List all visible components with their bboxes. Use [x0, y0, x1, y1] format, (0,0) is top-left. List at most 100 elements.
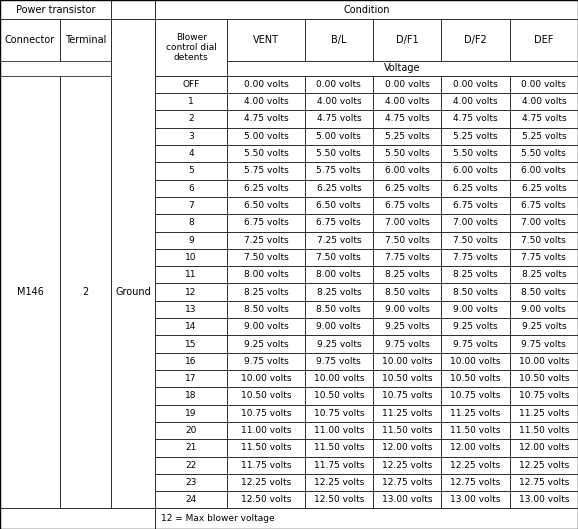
Bar: [373, 474, 442, 491]
Bar: [510, 491, 578, 508]
Text: 12.25 volts: 12.25 volts: [382, 461, 432, 470]
Text: 0.00 volts: 0.00 volts: [243, 80, 288, 89]
Text: 7.75 volts: 7.75 volts: [521, 253, 566, 262]
Text: 7.50 volts: 7.50 volts: [317, 253, 361, 262]
Bar: [155, 197, 227, 214]
Text: 8.00 volts: 8.00 volts: [243, 270, 288, 279]
Text: 4.00 volts: 4.00 volts: [243, 97, 288, 106]
Bar: [155, 318, 227, 335]
Bar: [111, 20, 155, 61]
Bar: [442, 301, 510, 318]
Bar: [155, 266, 227, 284]
Bar: [373, 127, 442, 145]
Bar: [442, 370, 510, 387]
Bar: [510, 111, 578, 127]
Text: 10.75 volts: 10.75 volts: [450, 391, 501, 400]
Text: 4: 4: [188, 149, 194, 158]
Text: 7.50 volts: 7.50 volts: [243, 253, 288, 262]
Bar: [305, 405, 373, 422]
Text: 11.00 volts: 11.00 volts: [240, 426, 291, 435]
Bar: [305, 93, 373, 111]
Text: 10.75 volts: 10.75 volts: [518, 391, 569, 400]
Text: 4.75 volts: 4.75 volts: [521, 114, 566, 123]
Bar: [373, 422, 442, 439]
Text: 9.75 volts: 9.75 volts: [521, 340, 566, 349]
Text: Connector: Connector: [5, 35, 55, 45]
Text: 6.25 volts: 6.25 volts: [317, 184, 361, 193]
Bar: [305, 249, 373, 266]
Text: 11.50 volts: 11.50 volts: [382, 426, 432, 435]
Text: 10.00 volts: 10.00 volts: [240, 374, 291, 383]
Text: 11.25 volts: 11.25 volts: [518, 409, 569, 418]
Bar: [227, 370, 305, 387]
Bar: [373, 145, 442, 162]
Text: 9.00 volts: 9.00 volts: [385, 305, 429, 314]
Bar: [155, 422, 227, 439]
Bar: [373, 111, 442, 127]
Text: 5.75 volts: 5.75 volts: [317, 167, 361, 176]
Text: 15: 15: [186, 340, 197, 349]
Text: 6.75 volts: 6.75 volts: [317, 218, 361, 227]
Bar: [373, 214, 442, 232]
Text: 8: 8: [188, 218, 194, 227]
Text: 9.00 volts: 9.00 volts: [243, 322, 288, 331]
Text: 0.00 volts: 0.00 volts: [317, 80, 361, 89]
Bar: [442, 197, 510, 214]
Text: 12.00 volts: 12.00 volts: [382, 443, 432, 452]
Bar: [442, 162, 510, 179]
Text: 9.00 volts: 9.00 volts: [317, 322, 361, 331]
Text: 9.25 volts: 9.25 volts: [453, 322, 498, 331]
Bar: [442, 387, 510, 405]
Text: 6.75 volts: 6.75 volts: [521, 201, 566, 210]
Text: 6.75 volts: 6.75 volts: [453, 201, 498, 210]
Text: 7.50 volts: 7.50 volts: [521, 235, 566, 244]
Bar: [442, 214, 510, 232]
Bar: [442, 318, 510, 335]
Bar: [442, 266, 510, 284]
Text: 10.75 volts: 10.75 volts: [240, 409, 291, 418]
Text: 7.25 volts: 7.25 volts: [317, 235, 361, 244]
Text: 20: 20: [186, 426, 197, 435]
Bar: [373, 76, 442, 93]
Text: 10.75 volts: 10.75 volts: [382, 391, 432, 400]
Bar: [442, 20, 510, 61]
Bar: [227, 335, 305, 353]
Text: D/F1: D/F1: [396, 35, 418, 45]
Text: 8.00 volts: 8.00 volts: [317, 270, 361, 279]
Bar: [305, 214, 373, 232]
Text: 12 = Max blower voltage: 12 = Max blower voltage: [161, 514, 275, 523]
Bar: [155, 335, 227, 353]
Bar: [155, 491, 227, 508]
Bar: [442, 111, 510, 127]
Bar: [227, 405, 305, 422]
Text: 9.00 volts: 9.00 volts: [453, 305, 498, 314]
Text: 10.00 volts: 10.00 volts: [382, 357, 432, 366]
Text: 11.50 volts: 11.50 volts: [314, 443, 364, 452]
Text: 10.00 volts: 10.00 volts: [450, 357, 501, 366]
Bar: [227, 20, 305, 61]
Text: M146: M146: [17, 287, 43, 297]
Text: 4.75 volts: 4.75 volts: [243, 114, 288, 123]
Bar: [305, 284, 373, 301]
Bar: [442, 179, 510, 197]
Text: 12.25 volts: 12.25 volts: [314, 478, 364, 487]
Bar: [510, 145, 578, 162]
Bar: [155, 457, 227, 474]
Bar: [305, 353, 373, 370]
Bar: [227, 76, 305, 93]
Text: 13: 13: [186, 305, 197, 314]
Bar: [510, 318, 578, 335]
Bar: [305, 179, 373, 197]
Text: 6.25 volts: 6.25 volts: [521, 184, 566, 193]
Text: 5.00 volts: 5.00 volts: [317, 132, 361, 141]
Bar: [442, 127, 510, 145]
Bar: [510, 387, 578, 405]
Bar: [373, 284, 442, 301]
Text: 13.00 volts: 13.00 volts: [382, 495, 432, 504]
Text: Terminal: Terminal: [65, 35, 106, 45]
Text: 18: 18: [186, 391, 197, 400]
Bar: [373, 405, 442, 422]
Bar: [305, 162, 373, 179]
Bar: [373, 318, 442, 335]
Text: 12.75 volts: 12.75 volts: [518, 478, 569, 487]
